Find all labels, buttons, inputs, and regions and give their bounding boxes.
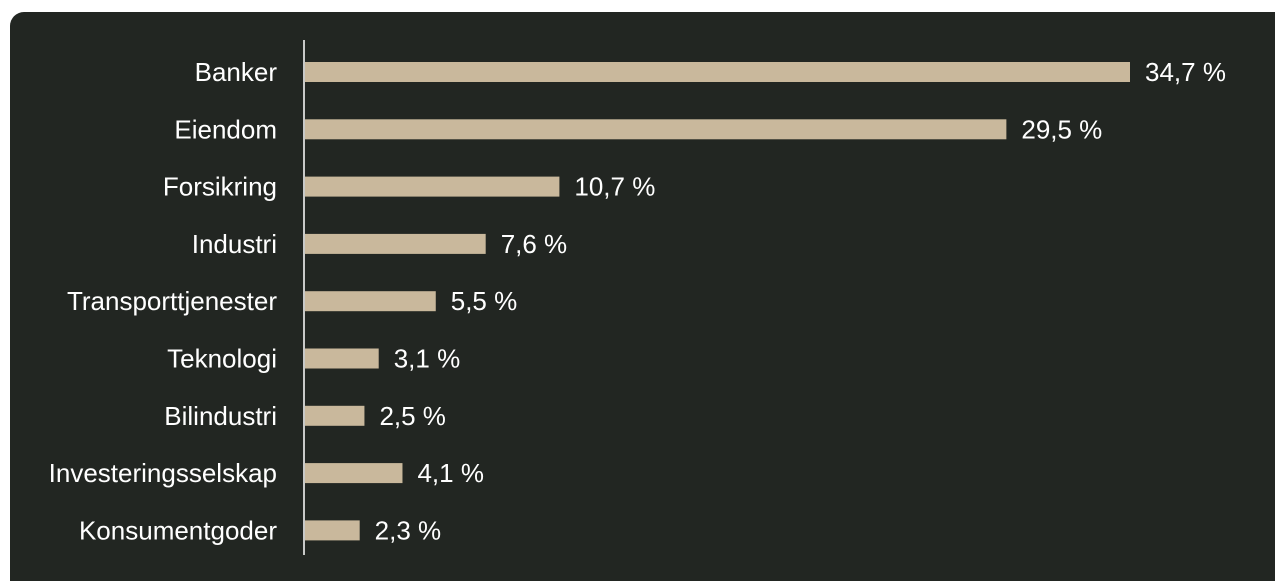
value-label: 2,5 % xyxy=(379,401,446,431)
bar-5 xyxy=(305,348,379,369)
bar-7 xyxy=(305,463,403,484)
category-label: Transporttjenester xyxy=(67,286,277,316)
category-label: Investeringsselskap xyxy=(49,458,277,488)
chart-panel: Banker Eiendom Forsikring Industri Transport… xyxy=(10,12,1275,581)
bars-group xyxy=(305,62,1130,541)
value-label: 3,1 % xyxy=(394,344,461,374)
value-labels: 34,7 % 29,5 % 10,7 %7,6 % 5,5 % 3,1 % 2,5 % 4,… xyxy=(375,57,1226,545)
category-label: Teknologi xyxy=(167,344,277,374)
bar-6 xyxy=(305,405,365,426)
value-label: 34,7 % xyxy=(1145,57,1226,87)
category-label: Eiendom xyxy=(174,114,277,144)
value-label: 2,3 % xyxy=(375,515,442,545)
bar-8 xyxy=(305,520,360,541)
category-label: Industri xyxy=(192,229,277,259)
bar-1 xyxy=(305,119,1007,140)
bar-chart: Banker Eiendom Forsikring Industri Transport… xyxy=(49,40,1226,555)
category-labels: Banker Eiendom Forsikring Industri Transport… xyxy=(49,57,278,545)
value-label: 10,7 % xyxy=(574,172,655,202)
value-label: 29,5 % xyxy=(1021,114,1102,144)
value-label: 4,1 % xyxy=(417,458,484,488)
value-label: 5,5 % xyxy=(451,286,517,316)
value-label: 7,6 % xyxy=(501,229,568,259)
category-label: Banker xyxy=(195,57,278,87)
bar-4 xyxy=(305,291,436,312)
bar-0 xyxy=(305,62,1130,82)
category-label: Forsikring xyxy=(163,172,277,202)
bar-3 xyxy=(305,233,486,254)
category-label: Konsumentgoder xyxy=(79,515,277,545)
bar-2 xyxy=(305,176,560,197)
category-label: Bilindustri xyxy=(164,401,277,431)
